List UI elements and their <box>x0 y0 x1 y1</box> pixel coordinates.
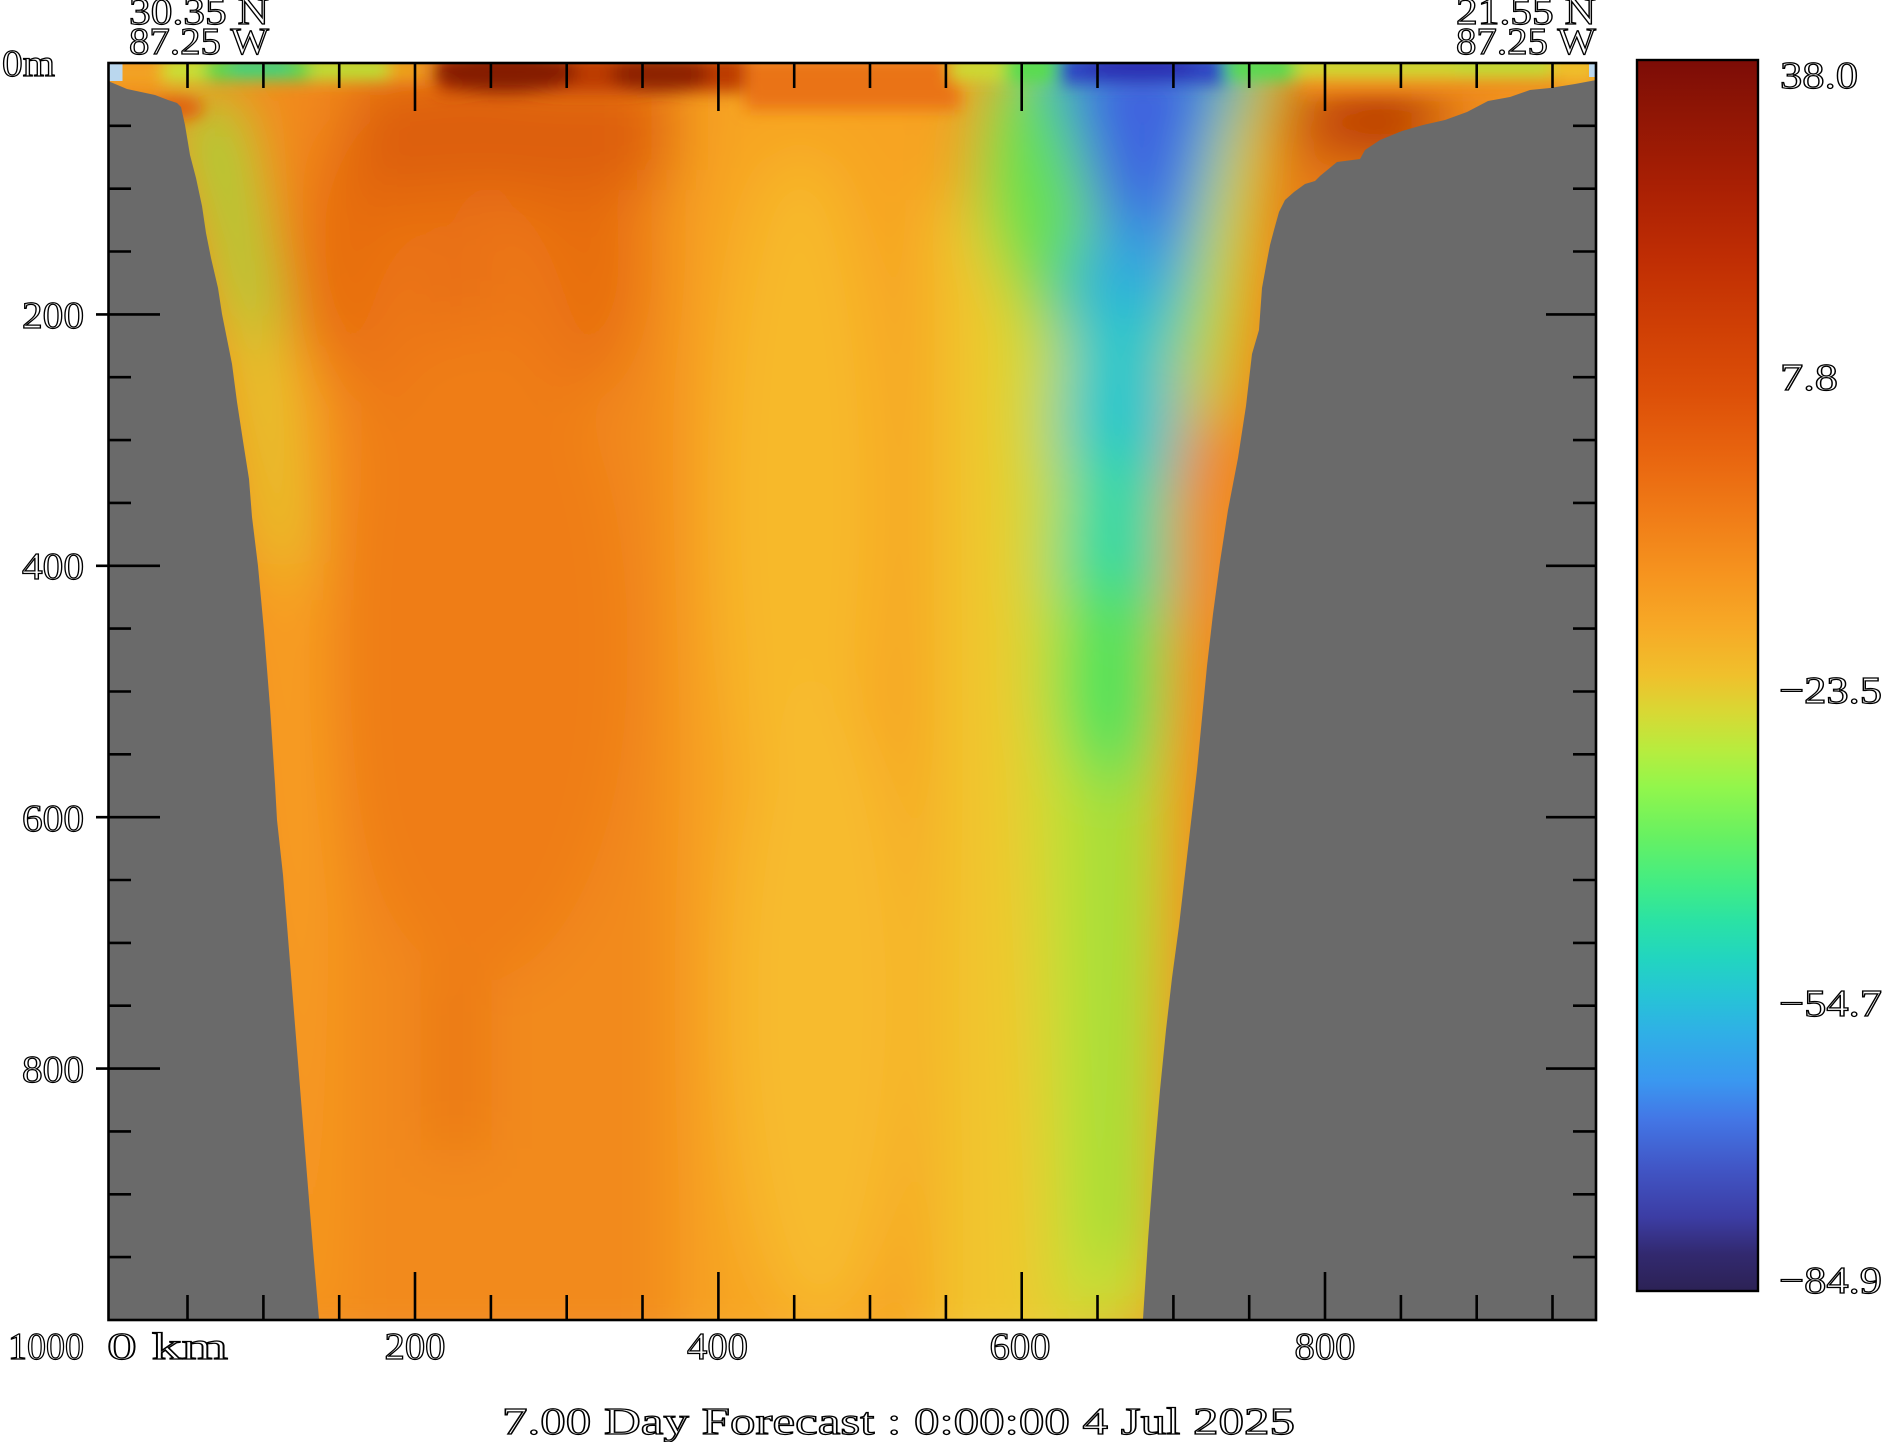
svg-text:600: 600 <box>22 798 84 840</box>
svg-text:1000: 1000 <box>8 1326 84 1368</box>
svg-text:0m: 0m <box>2 43 55 85</box>
svg-text:400: 400 <box>687 1326 748 1368</box>
svg-text:7.8: 7.8 <box>1780 357 1838 399</box>
svg-text:−54.7: −54.7 <box>1779 983 1882 1025</box>
svg-text:400: 400 <box>22 546 84 588</box>
svg-text:21.55 N: 21.55 N <box>1456 0 1596 33</box>
svg-text:30.35 N: 30.35 N <box>129 0 269 33</box>
svg-text:0 km: 0 km <box>107 1326 228 1368</box>
svg-text:200: 200 <box>22 295 84 337</box>
svg-text:7.00 Day Forecast : 0:00:00: 7.00 Day Forecast : 0:00:00 4 Jul 2025 <box>502 1401 1295 1442</box>
svg-text:87.25 W: 87.25 W <box>1456 21 1596 63</box>
svg-text:38.0: 38.0 <box>1780 55 1858 97</box>
svg-text:−84.9: −84.9 <box>1779 1260 1882 1302</box>
svg-text:200: 200 <box>385 1326 446 1368</box>
svg-text:600: 600 <box>990 1326 1051 1368</box>
svg-text:−23.5: −23.5 <box>1779 670 1882 712</box>
svg-text:87.25 W: 87.25 W <box>129 21 269 63</box>
svg-text:800: 800 <box>1295 1326 1356 1368</box>
svg-text:800: 800 <box>22 1049 84 1091</box>
